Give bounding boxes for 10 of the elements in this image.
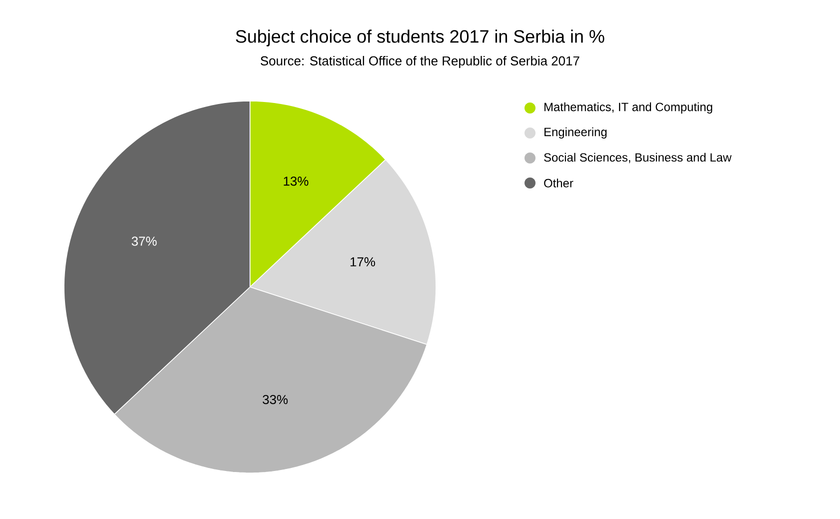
chart-title: Subject choice of students 2017 in Serbia in % <box>236 30 604 46</box>
legend-label: Engineering <box>544 127 607 139</box>
chart-subtitle: Source: Statistical Office of the Republic of Serbia 2017 <box>260 56 580 68</box>
legend-label: Other <box>544 178 574 188</box>
data-label: 37% <box>132 236 157 246</box>
data-label: 33% <box>262 394 288 404</box>
data-label: 13% <box>284 176 308 186</box>
legend-label: Mathematics, IT and Computing <box>544 102 712 114</box>
data-label: 17% <box>350 257 376 266</box>
legend-label: Social Sciences, Business and Law <box>544 152 732 164</box>
